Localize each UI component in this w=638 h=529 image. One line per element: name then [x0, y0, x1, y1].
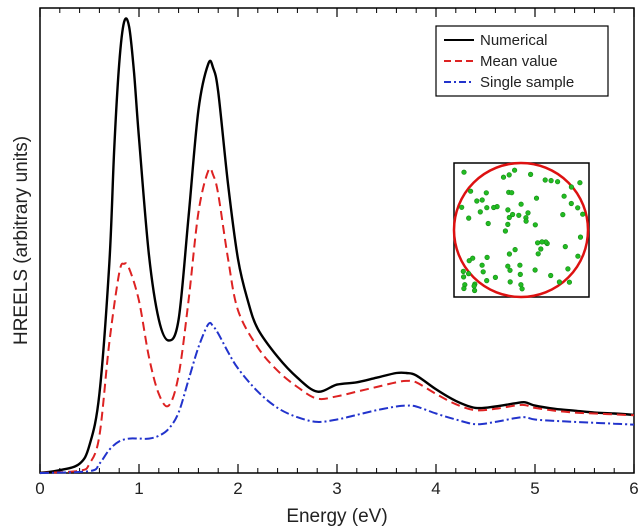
inset-dot: [507, 279, 513, 285]
inset-dot: [533, 195, 540, 201]
inset-dot: [471, 283, 477, 289]
top-axis-ticks: [39, 8, 635, 17]
inset-dot: [483, 190, 489, 196]
series-line-mean-value: [39, 167, 635, 474]
inset-dot: [500, 174, 507, 180]
inset-dot: [466, 258, 472, 264]
inset-dot: [477, 209, 483, 215]
inset-dot: [532, 222, 538, 228]
inset-dot: [506, 251, 513, 257]
inset-dot: [548, 178, 554, 184]
x-tick-label: 0: [35, 479, 44, 498]
inset-dot: [517, 262, 523, 268]
inset-dot: [512, 247, 518, 253]
legend-label-mean-value: Mean value: [480, 53, 558, 70]
inset-dot: [474, 198, 480, 204]
inset-sample-illustration: [452, 161, 590, 299]
inset-dot: [556, 279, 563, 285]
inset-dot: [575, 205, 581, 211]
inset-dot: [518, 201, 524, 207]
inset-dot: [554, 179, 561, 185]
inset-dot: [460, 268, 466, 275]
legend-box: [435, 25, 609, 97]
inset-dot: [566, 279, 573, 285]
series-layer: [39, 17, 635, 475]
inset-dot: [459, 204, 465, 210]
inset-dot: [502, 228, 509, 234]
inset-dot: [523, 218, 529, 224]
legend: Numerical Mean value Single sample: [435, 25, 609, 97]
inset-dot: [511, 167, 518, 173]
inset-dot: [527, 171, 534, 177]
inset-dot: [461, 285, 467, 292]
inset-dot: [461, 169, 467, 175]
inset-dot: [506, 172, 512, 178]
x-tick-label: 2: [233, 479, 242, 498]
inset-dot: [466, 215, 472, 221]
inset-dot: [507, 267, 513, 273]
inset-dot: [492, 274, 499, 281]
inset-dot: [538, 246, 544, 252]
inset-dot: [479, 197, 485, 203]
inset-dot: [484, 254, 490, 260]
inset-dot: [577, 180, 583, 186]
y-axis-label: HREELS (arbitrary units): [11, 136, 32, 345]
inset-circle: [452, 161, 590, 299]
x-tick-label: 6: [629, 479, 638, 498]
legend-label-numerical: Numerical: [480, 32, 548, 49]
inset-dot: [506, 214, 512, 221]
inset-dot: [505, 263, 511, 269]
inset-dot: [484, 205, 490, 211]
inset-dot: [516, 212, 522, 218]
inset-dot: [505, 207, 511, 213]
inset-dot: [470, 255, 476, 261]
inset-dot: [565, 266, 571, 272]
inset-dot: [480, 269, 486, 275]
inset-dot: [580, 211, 586, 217]
inset-dot: [468, 188, 474, 194]
x-tick-label: 5: [530, 479, 539, 498]
inset-dot: [518, 282, 524, 288]
plot-area: [39, 7, 635, 475]
inset-dot: [542, 177, 548, 183]
inset-dot: [509, 211, 516, 218]
inset-dot: [561, 193, 567, 199]
x-axis-label: Energy (eV): [286, 506, 387, 527]
series-line-single-sample: [39, 321, 635, 474]
inset-dot: [535, 251, 541, 257]
x-axis-ticks: [39, 464, 635, 473]
inset-dot: [525, 210, 531, 216]
x-tick-label: 1: [134, 479, 143, 498]
inset-dot: [479, 262, 485, 268]
series-line-numerical: [39, 17, 635, 475]
inset-dot: [562, 244, 568, 250]
inset-dot: [539, 239, 545, 245]
inset-dot: [484, 278, 490, 284]
inset-dot: [485, 220, 491, 227]
x-axis-tick-labels: 0 1 2 3 4 5 6: [35, 479, 638, 498]
inset-dot: [575, 253, 581, 259]
inset-dot: [568, 200, 574, 207]
inset-dot: [532, 267, 538, 273]
x-tick-label: 3: [332, 479, 341, 498]
inset-scatter-dots: [459, 167, 586, 294]
inset-dot: [466, 271, 472, 277]
inset-dot: [491, 204, 497, 211]
inset-dot: [472, 287, 478, 294]
inset-dot: [548, 272, 554, 279]
inset-dot: [568, 184, 575, 190]
inset-dot: [461, 274, 467, 280]
inset-dot: [509, 190, 515, 196]
inset-dot: [560, 212, 566, 218]
inset-dot: [577, 234, 584, 240]
inset-dot: [517, 271, 523, 278]
inset-dot: [534, 240, 541, 246]
legend-label-single-sample: Single sample: [480, 74, 574, 91]
x-tick-label: 4: [431, 479, 440, 498]
inset-dot: [505, 221, 511, 227]
